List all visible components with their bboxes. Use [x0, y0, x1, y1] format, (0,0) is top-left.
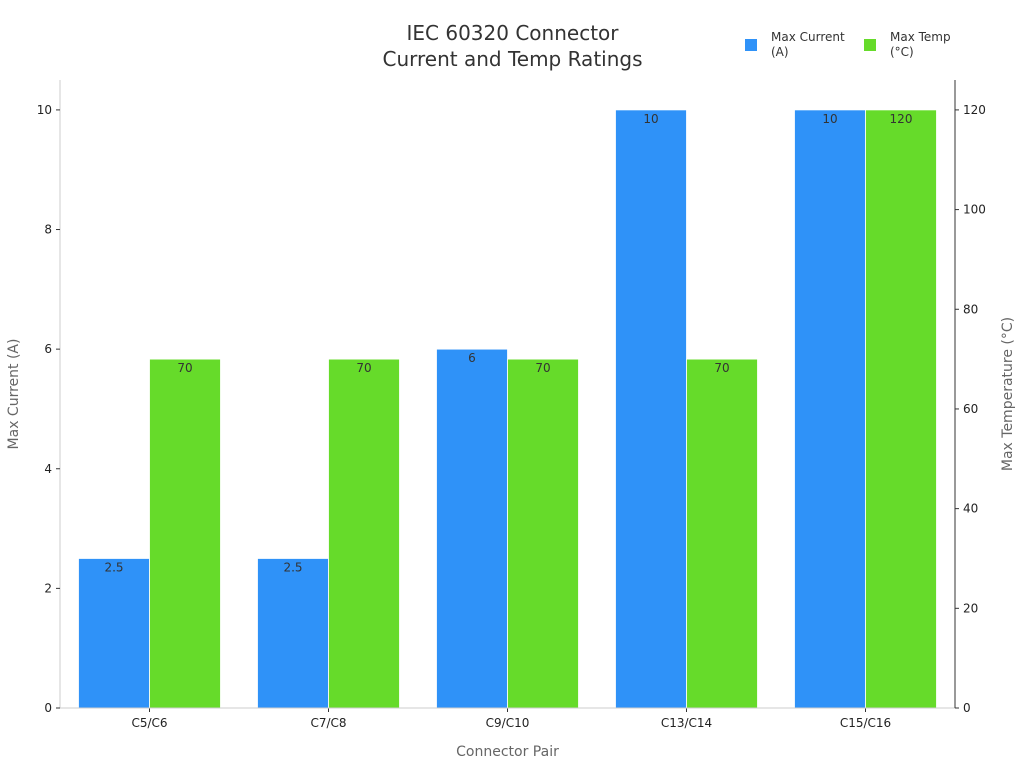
- bar-temp: [149, 358, 221, 709]
- y2-tick-label: 80: [963, 302, 978, 316]
- data-label: 70: [356, 361, 371, 375]
- data-label: 120: [890, 112, 913, 126]
- data-label: 2.5: [283, 560, 302, 574]
- data-label: 70: [535, 361, 550, 375]
- data-label: 2.5: [104, 560, 123, 574]
- bar-current: [794, 109, 866, 709]
- y2-tick-label: 100: [963, 203, 986, 217]
- y-tick-label: 8: [44, 223, 52, 237]
- bar-temp: [328, 358, 400, 709]
- data-label: 10: [822, 112, 837, 126]
- bar-current: [78, 558, 150, 709]
- x-tick-label: C15/C16: [840, 716, 891, 730]
- y2-tick-label: 0: [963, 701, 971, 715]
- bar-temp: [507, 358, 579, 709]
- y2-tick-label: 60: [963, 402, 978, 416]
- data-label: 6: [468, 351, 476, 365]
- title-line-1: IEC 60320 Connector: [406, 21, 619, 45]
- y-tick-label: 6: [44, 342, 52, 356]
- x-tick-label: C9/C10: [486, 716, 530, 730]
- y-tick-label: 4: [44, 462, 52, 476]
- data-label: 70: [177, 361, 192, 375]
- data-label: 10: [643, 112, 658, 126]
- x-tick-label: C13/C14: [661, 716, 712, 730]
- title-line-2: Current and Temp Ratings: [382, 47, 643, 71]
- y-tick-label: 2: [44, 581, 52, 595]
- legend-label: Max Current: [771, 30, 845, 44]
- legend-label: (A): [771, 45, 789, 59]
- data-label: 70: [714, 361, 729, 375]
- y2-axis-label: Max Temperature (°C): [1000, 317, 1016, 471]
- legend-label: (°C): [890, 45, 914, 59]
- y2-tick-label: 20: [963, 601, 978, 615]
- x-tick-label: C5/C6: [131, 716, 167, 730]
- legend-swatch-current: [745, 39, 757, 51]
- x-axis-label: Connector Pair: [456, 744, 559, 760]
- y2-tick-label: 40: [963, 502, 978, 516]
- y-tick-label: 10: [37, 103, 52, 117]
- chart-title: IEC 60320 Connector Current and Temp Rat…: [360, 20, 665, 72]
- bar-temp: [865, 109, 937, 709]
- bar-current: [436, 348, 508, 709]
- y-tick-label: 0: [44, 701, 52, 715]
- legend-label: Max Temp: [890, 30, 951, 44]
- y-axis-label: Max Current (A): [6, 339, 22, 450]
- legend-swatch-temp: [864, 39, 876, 51]
- bar-temp: [686, 358, 758, 709]
- y2-tick-label: 120: [963, 103, 986, 117]
- bar-current: [615, 109, 687, 709]
- x-tick-label: C7/C8: [310, 716, 346, 730]
- bar-current: [257, 558, 329, 709]
